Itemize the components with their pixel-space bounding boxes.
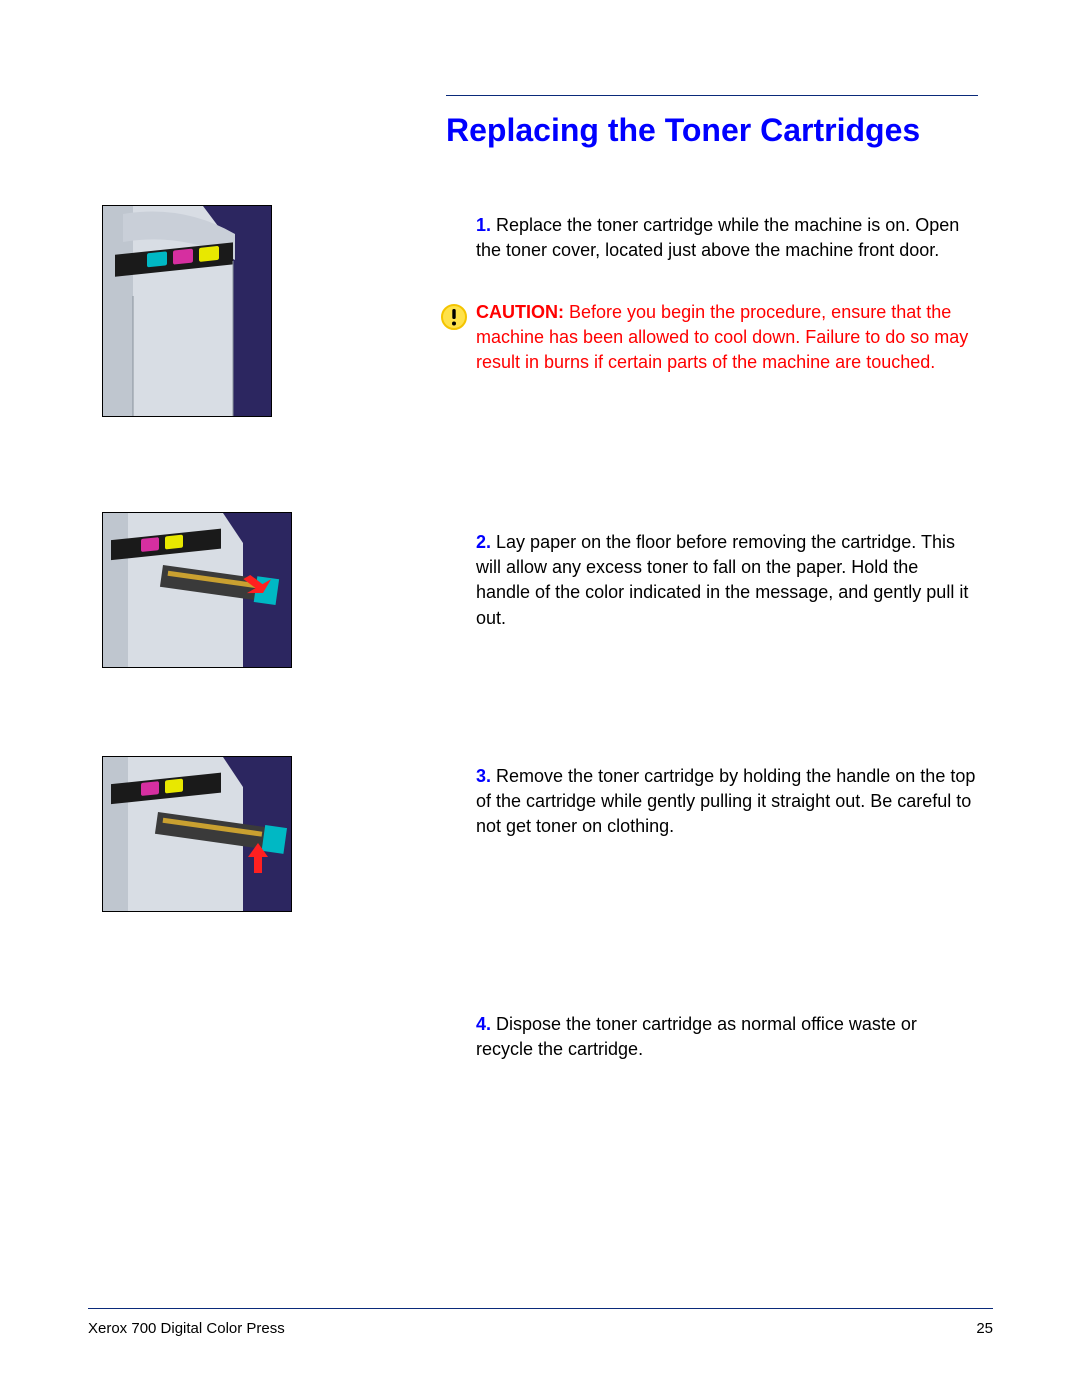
figure-1 — [102, 205, 272, 417]
top-divider — [446, 95, 978, 96]
figure-3-svg — [103, 757, 292, 912]
figure-3 — [102, 756, 292, 912]
caution-text: CAUTION: Before you begin the procedure,… — [476, 300, 976, 376]
step-4: 4. Dispose the toner cartridge as normal… — [476, 1012, 976, 1062]
bottom-divider — [88, 1308, 993, 1309]
page-title: Replacing the Toner Cartridges — [446, 112, 966, 150]
step-4-text: Dispose the toner cartridge as normal of… — [476, 1014, 917, 1059]
footer-left: Xerox 700 Digital Color Press — [88, 1320, 285, 1337]
step-3: 3. Remove the toner cartridge by holding… — [476, 764, 976, 840]
step-1-text: Replace the toner cartridge while the ma… — [476, 215, 959, 260]
step-2-number: 2. — [476, 532, 491, 552]
caution-icon — [441, 304, 467, 330]
caution-label: CAUTION: — [476, 302, 564, 322]
figure-2 — [102, 512, 292, 668]
step-4-number: 4. — [476, 1014, 491, 1034]
step-1: 1. Replace the toner cartridge while the… — [476, 213, 976, 263]
footer-right: 25 — [976, 1320, 993, 1337]
step-1-number: 1. — [476, 215, 491, 235]
step-3-text: Remove the toner cartridge by holding th… — [476, 766, 975, 836]
step-2: 2. Lay paper on the floor before removin… — [476, 530, 976, 631]
step-2-text: Lay paper on the floor before removing t… — [476, 532, 968, 628]
manual-page: Replacing the Toner Cartridges 1. Repla — [0, 0, 1080, 1397]
caution-block: CAUTION: Before you begin the procedure,… — [441, 300, 981, 376]
step-3-number: 3. — [476, 766, 491, 786]
figure-2-svg — [103, 513, 292, 668]
figure-1-svg — [103, 206, 272, 417]
